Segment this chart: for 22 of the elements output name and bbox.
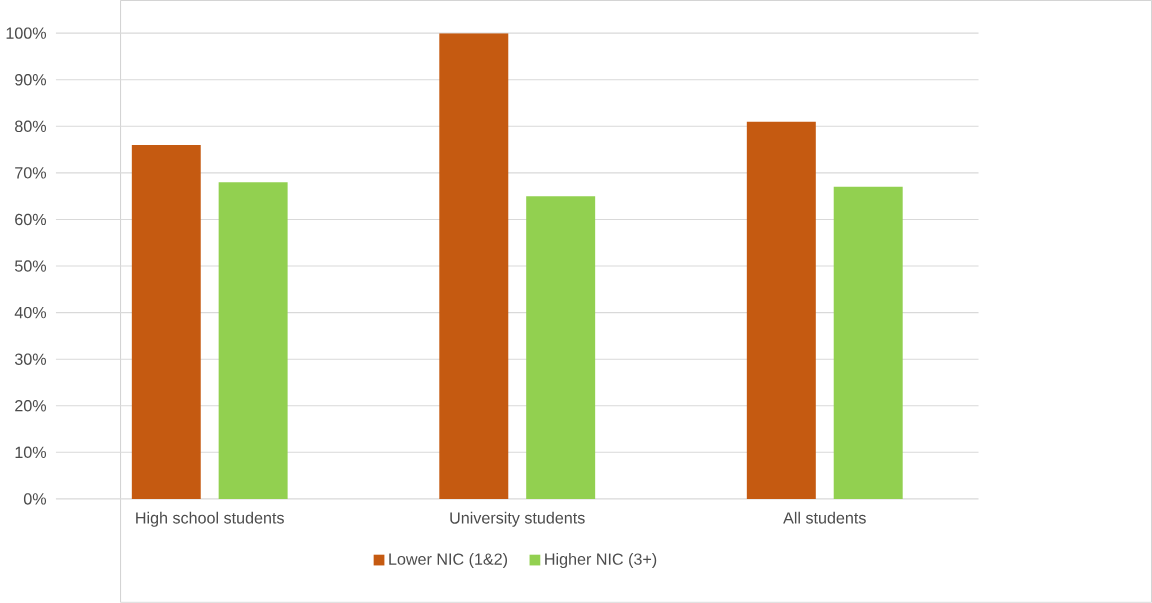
y-tick-label: 70% (15, 167, 47, 179)
y-tick-label: 30% (14, 353, 47, 365)
bar (218, 182, 288, 499)
legend-label: Higher NIC (3+) (545, 553, 657, 569)
x-tick-label: High school students (136, 511, 284, 527)
y-tick-label: 80% (15, 120, 47, 133)
bar (526, 196, 596, 499)
y-tick-label: 60% (15, 213, 47, 226)
bar (746, 121, 816, 499)
y-tick-label: 10% (15, 446, 47, 459)
bar (833, 186, 903, 499)
y-tick-label: 20% (15, 400, 47, 412)
y-tick-label: 0% (23, 493, 47, 505)
x-tick-label: All students (783, 511, 866, 524)
y-tick-label: 50% (14, 260, 47, 272)
y-tick-label: 100% (6, 27, 47, 39)
y-tick-label: 90% (15, 74, 47, 86)
bar (131, 145, 201, 499)
bar (439, 33, 509, 499)
y-tick-label: 40% (14, 306, 47, 319)
legend-label: Lower NIC (1&2) (389, 553, 508, 569)
x-tick-label: University students (450, 511, 585, 527)
